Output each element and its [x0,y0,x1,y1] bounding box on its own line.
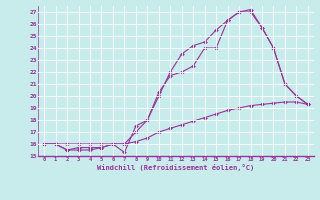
X-axis label: Windchill (Refroidissement éolien,°C): Windchill (Refroidissement éolien,°C) [97,164,255,171]
